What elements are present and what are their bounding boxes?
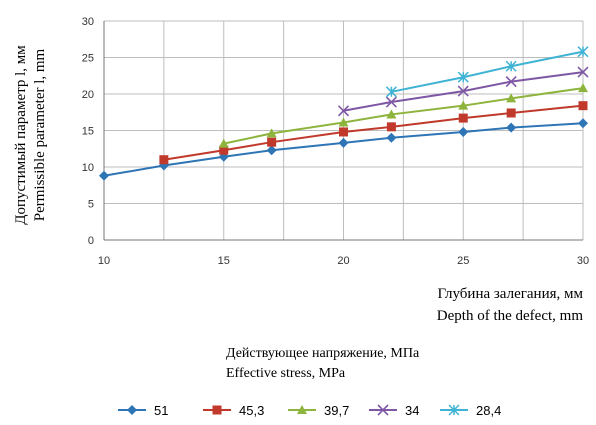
data-point (386, 132, 397, 143)
legend-swatch-marker (377, 404, 389, 416)
data-point (578, 118, 588, 129)
data-point (99, 170, 109, 181)
x-tick-label: 30 (577, 255, 589, 267)
y-tick-label: 25 (82, 53, 94, 65)
series-line (391, 50, 584, 93)
data-point (385, 86, 397, 98)
data-point (219, 145, 229, 155)
y-tick-label: 5 (88, 199, 94, 211)
data-point (505, 60, 517, 72)
data-point (338, 137, 349, 148)
data-point (506, 122, 517, 133)
legend-title-en: Effective stress, MPa (226, 366, 346, 381)
data-point (457, 71, 469, 83)
y-tick-label: 20 (82, 89, 94, 101)
data-point (458, 100, 469, 110)
legend-item-2: 45,3 (203, 403, 264, 418)
x-tick-label: 10 (98, 255, 110, 267)
data-point (218, 138, 229, 148)
data-point (338, 117, 349, 127)
series-4 (337, 66, 589, 117)
legend-swatch-marker (127, 405, 137, 415)
data-point (577, 46, 589, 58)
data-point (385, 96, 397, 108)
series-2 (159, 101, 588, 165)
legend-label: 51 (154, 403, 168, 418)
data-point (266, 145, 277, 156)
axes (103, 21, 583, 241)
legend-item-5: 28,4 (440, 403, 501, 418)
y-axis-title-en: Permissible parameter l, mm (32, 48, 48, 221)
data-point (505, 76, 517, 88)
y-axis-title-ru: Допустимый параметр l, мм (13, 45, 29, 225)
tick-labels: 0 5 10 15 20 25 30 10 15 20 25 30 (82, 16, 589, 267)
data-point (506, 93, 517, 103)
data-point (267, 137, 277, 147)
series-3 (218, 83, 588, 148)
data-point (337, 105, 350, 117)
legend-label: 39,7 (324, 403, 349, 418)
y-tick-label: 0 (88, 235, 94, 247)
legend-label: 28,4 (476, 403, 501, 418)
data-point (386, 122, 396, 132)
data-point (339, 127, 348, 137)
series-layer (99, 46, 589, 181)
x-axis-title-en: Depth of the defect, mm (437, 308, 584, 324)
legend-item-3: 39,7 (288, 403, 349, 418)
data-point (457, 85, 469, 97)
data-point (577, 66, 589, 78)
legend: 51 45,3 39,7 34 28,4 (118, 403, 501, 418)
series-line (163, 104, 584, 161)
legend-item-1: 51 (118, 403, 168, 418)
data-point (458, 126, 469, 137)
data-point (458, 113, 468, 123)
y-tick-label: 10 (82, 162, 94, 174)
legend-swatch-marker (297, 405, 307, 414)
data-point (578, 101, 588, 111)
x-tick-label: 25 (457, 255, 469, 267)
series-5 (385, 46, 589, 98)
x-tick-label: 20 (337, 255, 349, 267)
y-tick-label: 15 (82, 126, 94, 138)
data-point (506, 108, 516, 118)
data-point (266, 128, 277, 138)
legend-label: 45,3 (239, 403, 264, 418)
x-tick-label: 15 (218, 255, 230, 267)
x-axis-title-ru: Глубина залегания, мм (437, 286, 583, 302)
data-point (159, 155, 169, 165)
legend-item-4: 34 (369, 403, 419, 418)
legend-label: 34 (405, 403, 419, 418)
legend-swatch-marker (448, 404, 460, 416)
legend-swatch-marker (212, 405, 222, 415)
data-point (386, 109, 397, 119)
legend-title-ru: Действующее напряжение, МПа (226, 346, 420, 361)
y-tick-label: 30 (82, 16, 94, 28)
data-point (578, 83, 588, 93)
